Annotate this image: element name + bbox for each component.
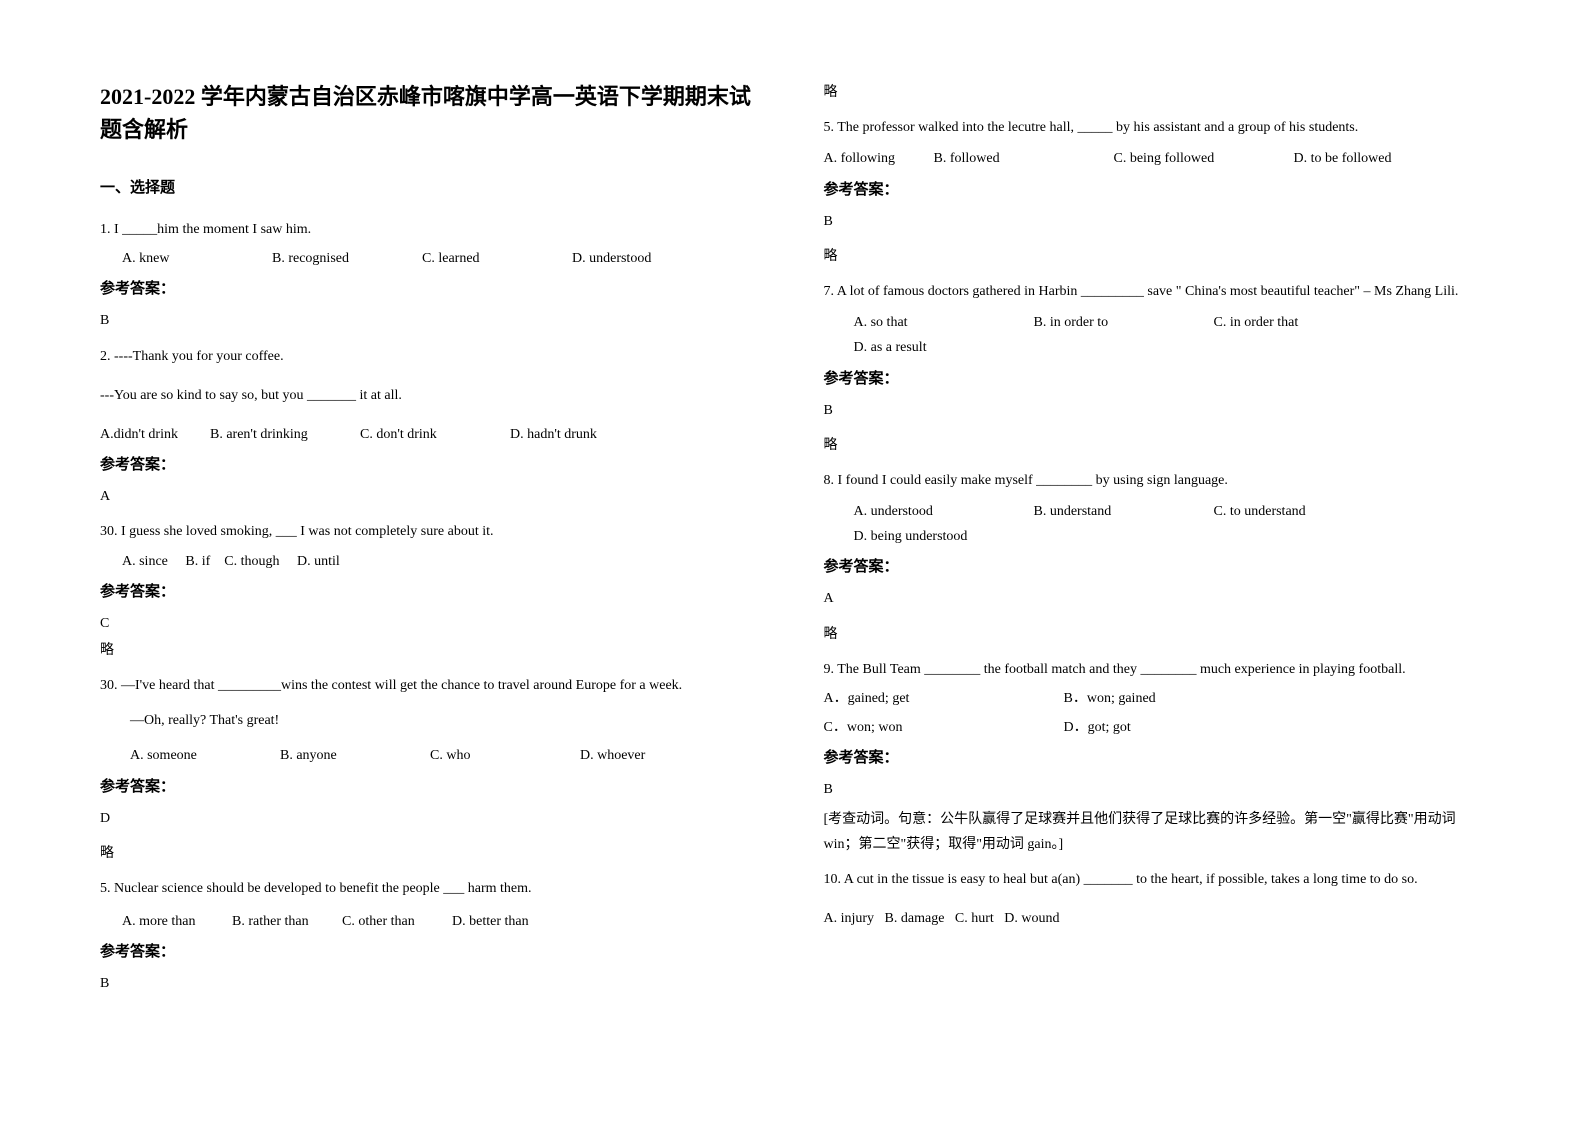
q2-opt-d: D. hadn't drunk [510, 422, 660, 447]
q9-answer: B [824, 777, 1488, 802]
q9-opt-a: A．gained; get [824, 686, 1064, 711]
q1-opt-d: D. understood [572, 246, 722, 271]
question-5: 5. Nuclear science should be developed t… [100, 876, 764, 997]
question-3: 30. I guess she loved smoking, ___ I was… [100, 519, 764, 663]
q4-opt-b: B. anyone [280, 743, 430, 768]
q4-opt-a: A. someone [130, 743, 280, 768]
q9-explain: [考查动词。句意：公牛队赢得了足球赛并且他们获得了足球比赛的许多经验。第一空"赢… [824, 807, 1488, 857]
question-8: 8. I found I could easily make myself __… [824, 468, 1488, 647]
q2-answer: A [100, 484, 764, 509]
q2-answer-label: 参考答案： [100, 453, 764, 474]
q7-opt-c: C. in order that [1214, 310, 1424, 335]
q2-stem2: ---You are so kind to say so, but you __… [100, 383, 764, 408]
q6-options: A. following B. followed C. being follow… [824, 146, 1488, 171]
question-7: 7. A lot of famous doctors gathered in H… [824, 279, 1488, 458]
q6-opt-a: A. following [824, 146, 934, 171]
q6-opt-b: B. followed [934, 146, 1114, 171]
q5-answer-label: 参考答案： [100, 940, 764, 961]
question-1: 1. I _____him the moment I saw him. A. k… [100, 217, 764, 334]
q1-opt-b: B. recognised [272, 246, 422, 271]
q8-opt-a: A. understood [854, 499, 1034, 524]
q3-omit: 略 [100, 638, 764, 663]
q7-options: A. so that B. in order to C. in order th… [824, 310, 1488, 360]
q6-opt-d: D. to be followed [1294, 146, 1444, 171]
r-top-omit: 略 [824, 80, 1488, 105]
q1-options: A. knew B. recognised C. learned D. unde… [100, 246, 764, 271]
q3-answer: C [100, 611, 764, 636]
q9-options-row1: A．gained; get B．won; gained [824, 686, 1488, 711]
q7-stem: 7. A lot of famous doctors gathered in H… [824, 279, 1488, 304]
q4-omit: 略 [100, 841, 764, 866]
q5-opt-b: B. rather than [232, 909, 342, 934]
q8-answer-label: 参考答案： [824, 555, 1488, 576]
q8-opt-c: C. to understand [1214, 499, 1394, 524]
q7-opt-b: B. in order to [1034, 310, 1214, 335]
q1-stem: 1. I _____him the moment I saw him. [100, 217, 764, 242]
q6-answer-label: 参考答案： [824, 178, 1488, 199]
question-2: 2. ----Thank you for your coffee. ---You… [100, 344, 764, 510]
q4-answer: D [100, 806, 764, 831]
q8-options: A. understood B. understand C. to unders… [824, 499, 1488, 549]
q6-omit: 略 [824, 244, 1488, 269]
q4-stem2: —Oh, really? That's great! [100, 708, 764, 733]
q1-answer: B [100, 308, 764, 333]
q8-omit: 略 [824, 622, 1488, 647]
q8-answer: A [824, 586, 1488, 611]
q7-opt-d: D. as a result [854, 335, 1004, 360]
q2-stem1: 2. ----Thank you for your coffee. [100, 344, 764, 369]
q9-opt-c: C．won; won [824, 715, 1064, 740]
q2-options: A.didn't drink B. aren't drinking C. don… [100, 422, 764, 447]
q9-options-row2: C．won; won D．got; got [824, 715, 1488, 740]
q9-opt-b: B．won; gained [1064, 686, 1214, 711]
right-column: 略 5. The professor walked into the lecut… [824, 80, 1488, 1007]
question-10: 10. A cut in the tissue is easy to heal … [824, 867, 1488, 931]
doc-title: 2021-2022 学年内蒙古自治区赤峰市喀旗中学高一英语下学期期末试题含解析 [100, 80, 764, 146]
q7-omit: 略 [824, 433, 1488, 458]
q2-opt-c: C. don't drink [360, 422, 510, 447]
q3-options: A. since B. if C. though D. until [100, 549, 764, 574]
q9-answer-label: 参考答案： [824, 746, 1488, 767]
section-heading: 一、选择题 [100, 176, 764, 197]
q10-options: A. injury B. damage C. hurt D. wound [824, 906, 1488, 931]
q10-stem: 10. A cut in the tissue is easy to heal … [824, 867, 1488, 892]
q9-stem: 9. The Bull Team ________ the football m… [824, 657, 1488, 682]
q3-answer-label: 参考答案： [100, 580, 764, 601]
q1-opt-a: A. knew [122, 246, 272, 271]
q8-opt-b: B. understand [1034, 499, 1214, 524]
q5-stem: 5. Nuclear science should be developed t… [100, 876, 764, 901]
q6-stem: 5. The professor walked into the lecutre… [824, 115, 1488, 140]
q9-opt-d: D．got; got [1064, 715, 1214, 740]
q8-stem: 8. I found I could easily make myself __… [824, 468, 1488, 493]
q7-opt-a: A. so that [854, 310, 1034, 335]
q5-opt-c: C. other than [342, 909, 452, 934]
page-container: 2021-2022 学年内蒙古自治区赤峰市喀旗中学高一英语下学期期末试题含解析 … [100, 80, 1487, 1007]
q6-answer: B [824, 209, 1488, 234]
question-4: 30. —I've heard that _________wins the c… [100, 673, 764, 866]
q4-opt-c: C. who [430, 743, 580, 768]
q3-stem: 30. I guess she loved smoking, ___ I was… [100, 519, 764, 544]
q5-opt-d: D. better than [452, 909, 562, 934]
left-column: 2021-2022 学年内蒙古自治区赤峰市喀旗中学高一英语下学期期末试题含解析 … [100, 80, 764, 1007]
q8-opt-d: D. being understood [854, 524, 1004, 549]
q4-opt-d: D. whoever [580, 743, 730, 768]
q5-answer: B [100, 971, 764, 996]
question-6: 5. The professor walked into the lecutre… [824, 115, 1488, 269]
q7-answer-label: 参考答案： [824, 367, 1488, 388]
q1-answer-label: 参考答案： [100, 277, 764, 298]
q5-opt-a: A. more than [122, 909, 232, 934]
q4-stem: 30. —I've heard that _________wins the c… [100, 673, 764, 698]
q4-options: A. someone B. anyone C. who D. whoever [100, 743, 764, 768]
q2-opt-b: B. aren't drinking [210, 422, 360, 447]
q5-options: A. more than B. rather than C. other tha… [100, 909, 764, 934]
q4-answer-label: 参考答案： [100, 775, 764, 796]
q2-opt-a: A.didn't drink [100, 422, 210, 447]
q1-opt-c: C. learned [422, 246, 572, 271]
q7-answer: B [824, 398, 1488, 423]
question-9: 9. The Bull Team ________ the football m… [824, 657, 1488, 857]
q6-opt-c: C. being followed [1114, 146, 1294, 171]
